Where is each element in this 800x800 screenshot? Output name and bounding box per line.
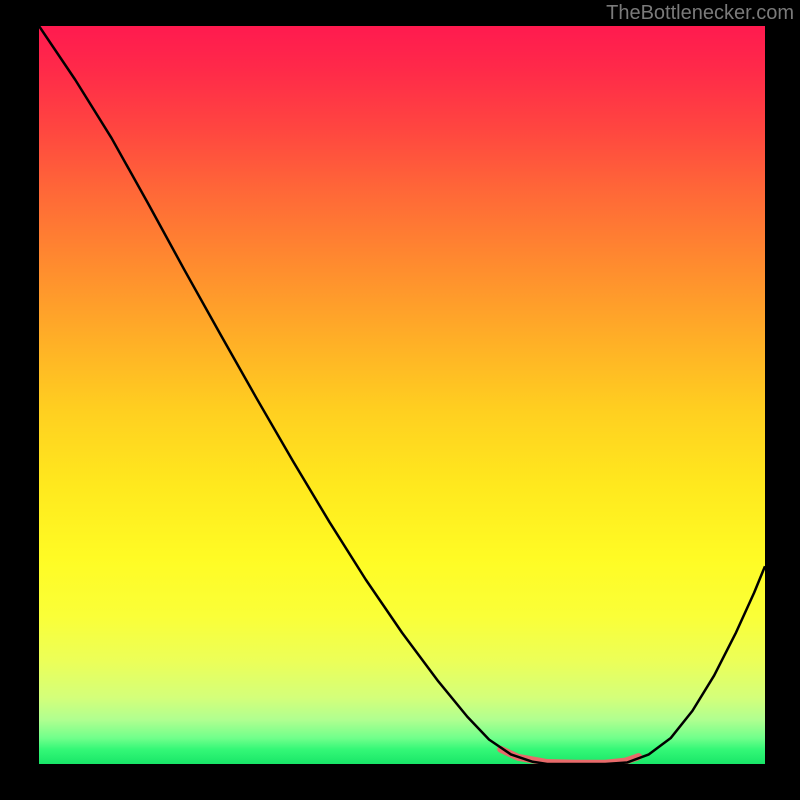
plot-area: [39, 26, 765, 764]
plot-svg: [39, 26, 765, 764]
gradient-background: [39, 26, 765, 764]
watermark-text: TheBottlenecker.com: [606, 2, 794, 25]
chart-container: TheBottlenecker.com: [0, 0, 800, 800]
